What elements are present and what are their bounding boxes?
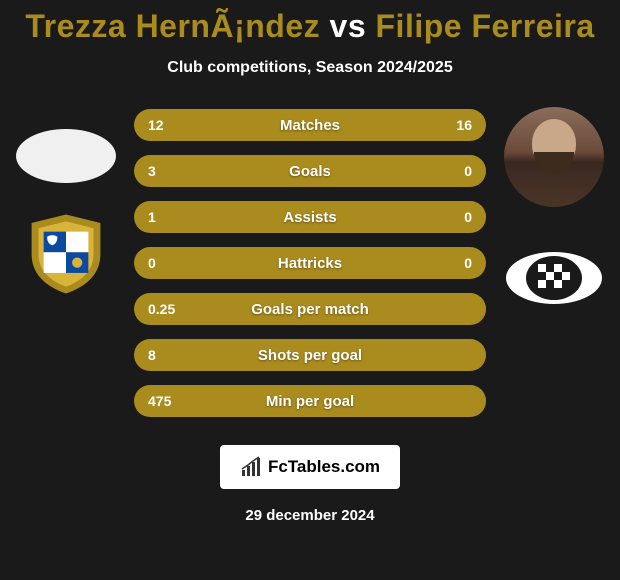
- stat-label: Min per goal: [266, 393, 354, 410]
- main-content: 12 16 Matches 3 0 Goals 1 0 Assists 0 0 Hattricks 0.…: [8, 107, 612, 417]
- stat-value-left: 0: [148, 255, 156, 271]
- site-logo: FcTables.com: [220, 445, 400, 489]
- shield-icon: [23, 211, 109, 297]
- vs-text: vs: [330, 8, 376, 44]
- stats-bars: 12 16 Matches 3 0 Goals 1 0 Assists 0 0 Hattricks 0.…: [134, 107, 486, 417]
- stat-value-right: 0: [464, 255, 472, 271]
- stat-label: Hattricks: [278, 255, 342, 272]
- stat-value-right: 0: [464, 163, 472, 179]
- footer: FcTables.com 29 december 2024: [8, 445, 612, 524]
- player1-name: Trezza HernÃ¡ndez: [25, 8, 320, 44]
- stat-label: Goals: [289, 163, 331, 180]
- avatar-player1: [16, 129, 116, 183]
- subtitle: Club competitions, Season 2024/2025: [8, 59, 612, 77]
- stat-value-left: 3: [148, 163, 156, 179]
- stat-value-left: 8: [148, 347, 156, 363]
- stat-label: Assists: [283, 209, 336, 226]
- stat-bar: 0 0 Hattricks: [134, 247, 486, 279]
- date-text: 29 december 2024: [245, 507, 374, 524]
- comparison-card: Trezza HernÃ¡ndez vs Filipe Ferreira Clu…: [0, 0, 620, 580]
- stat-label: Shots per goal: [258, 347, 362, 364]
- stat-value-left: 1: [148, 209, 156, 225]
- crest-player1: [16, 211, 116, 297]
- stat-label: Goals per match: [251, 301, 369, 318]
- stat-value-left: 475: [148, 393, 171, 409]
- stat-value-right: 16: [456, 117, 472, 133]
- stat-bar: 12 16 Matches: [134, 109, 486, 141]
- page-title: Trezza HernÃ¡ndez vs Filipe Ferreira: [8, 8, 612, 45]
- crest-player2: [504, 235, 604, 321]
- stat-bar: 475 Min per goal: [134, 385, 486, 417]
- logo-text: FcTables.com: [268, 457, 380, 477]
- stat-value-left: 0.25: [148, 301, 175, 317]
- stat-label: Matches: [280, 117, 340, 134]
- stat-bar: 8 Shots per goal: [134, 339, 486, 371]
- player2-name: Filipe Ferreira: [376, 8, 595, 44]
- left-side: [16, 107, 116, 297]
- chart-icon: [240, 456, 262, 478]
- stat-bar: 1 0 Assists: [134, 201, 486, 233]
- stat-bar: 0.25 Goals per match: [134, 293, 486, 325]
- stat-value-right: 0: [464, 209, 472, 225]
- right-side: [504, 107, 604, 321]
- stat-value-left: 12: [148, 117, 164, 133]
- ellipse-crest-icon: [504, 248, 604, 308]
- avatar-player2: [504, 107, 604, 207]
- stat-bar: 3 0 Goals: [134, 155, 486, 187]
